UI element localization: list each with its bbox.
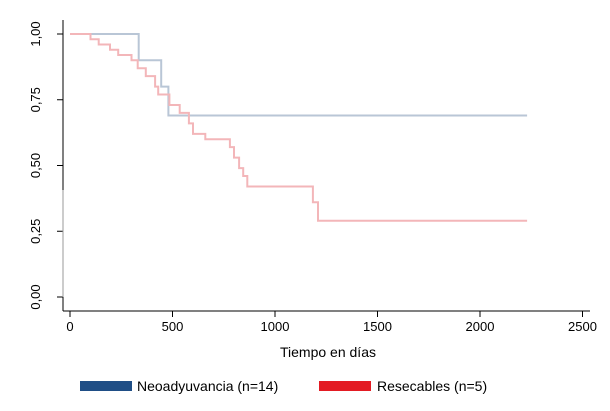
legend: Neoadyuvancia (n=14) Resecables (n=5) — [80, 378, 487, 394]
x-tick-label: 0 — [66, 319, 73, 334]
y-tick-label: 0,25 — [28, 219, 43, 244]
x-axis-ticks: 0 500 1000 1500 2000 2500 — [66, 311, 597, 334]
legend-label: Resecables (n=5) — [377, 378, 487, 394]
x-tick-label: 500 — [162, 319, 184, 334]
y-tick-label: 0,75 — [28, 87, 43, 112]
series-lines — [62, 33, 528, 297]
legend-swatch — [319, 381, 371, 391]
legend-swatch — [80, 381, 132, 391]
x-tick-label: 2000 — [466, 319, 495, 334]
y-tick-label: 0,50 — [28, 153, 43, 178]
series-line-resecables — [70, 33, 528, 222]
y-axis-ticks: 0,00 0,25 0,50 0,75 1,00 — [28, 21, 63, 310]
x-tick-label: 2500 — [568, 319, 597, 334]
x-tick-label: 1500 — [363, 319, 392, 334]
plot-area — [62, 20, 590, 312]
legend-label: Neoadyuvancia (n=14) — [137, 378, 278, 394]
y-tick-label: 0,00 — [28, 284, 43, 309]
x-axis-title: Tiempo en días — [280, 344, 376, 360]
x-tick-label: 1000 — [261, 319, 290, 334]
series-line-neoadyuvancia — [70, 33, 528, 117]
y-tick-label: 1,00 — [28, 21, 43, 46]
